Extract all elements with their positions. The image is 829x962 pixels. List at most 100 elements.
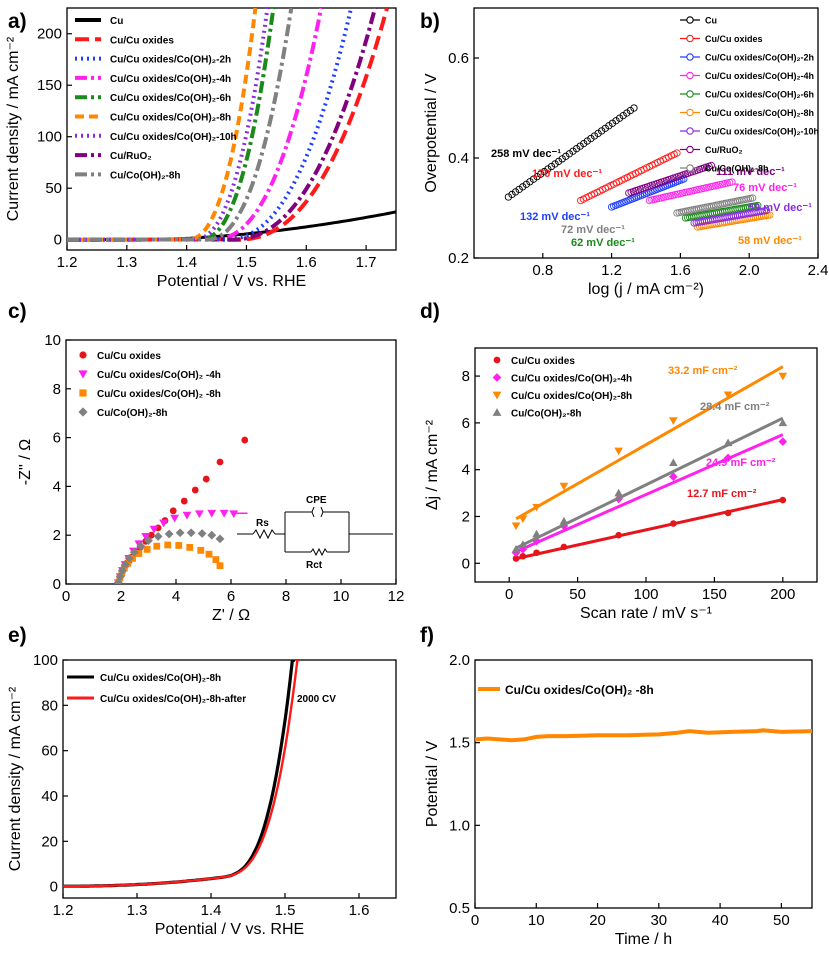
eis-point — [159, 519, 169, 528]
eis-point — [113, 578, 123, 584]
lsv-curve — [67, 8, 324, 242]
x-tick-label: 0 — [471, 912, 479, 929]
y-tick-label: 100 — [37, 129, 62, 146]
plot-frame — [62, 659, 397, 899]
legend-label: Cu/Cu oxides/Co(OH)₂-8h — [100, 673, 221, 684]
eis-point — [219, 509, 229, 518]
y-tick-label: 0 — [53, 576, 61, 593]
tafel-point — [673, 149, 681, 157]
y-tick-label: 40 — [41, 788, 58, 805]
legend-label: Cu/Co(OH)₂-8h — [511, 409, 582, 420]
y-tick-label: 6 — [53, 430, 61, 447]
eis-point — [216, 458, 224, 466]
tafel-point — [707, 161, 716, 170]
y-tick-label: 8 — [53, 381, 61, 398]
linear-fit — [515, 416, 784, 550]
y-tick-label: 0.2 — [448, 250, 469, 267]
eis-point — [182, 511, 192, 520]
eis-point — [175, 542, 183, 549]
cdl-point — [669, 472, 678, 481]
cdl-point — [560, 543, 568, 551]
tafel-slope-label: 58 mV dec⁻¹ — [738, 235, 802, 247]
cdl-point — [559, 482, 569, 491]
cdl-point — [670, 520, 677, 527]
cdl-point — [512, 555, 520, 562]
x-axis-label: Potential / V vs. RHE — [157, 273, 306, 290]
cpe-element — [311, 506, 324, 518]
cdl-point — [723, 453, 733, 463]
y-tick-label: 0 — [50, 879, 58, 896]
legend-label: Cu/Cu oxides/Co(OH)₂-4h — [705, 71, 814, 81]
y-tick-label: 4 — [53, 478, 61, 495]
legend-label: Cu/Cu oxides/Co(OH)₂-2h — [110, 55, 231, 66]
x-tick-label: 2.4 — [808, 262, 829, 279]
eis-point — [153, 532, 163, 541]
legend-label: Cu/Cu oxides/Co(OH)₂-6h — [705, 90, 814, 100]
x-tick-label: 10 — [528, 912, 545, 929]
panel-label: f) — [420, 624, 434, 647]
tafel-slope-label: 76 mV dec⁻¹ — [733, 182, 797, 194]
eis-point — [194, 510, 204, 519]
panel-a: 1.2 1.3 1.4 1.5 1.6 1.7 0 50 100 150 200 Potential … — [5, 7, 397, 290]
legend-marker — [686, 90, 694, 98]
legend-label: Cu/Cu oxides — [511, 356, 575, 367]
legend-marker — [78, 407, 88, 417]
cdl-point — [532, 529, 541, 538]
legend-label: Cu/Cu oxides/Co(OH)₂-4h — [511, 374, 632, 385]
cdl-point — [669, 417, 678, 425]
eis-point — [197, 529, 207, 538]
cpe-label: CPE — [306, 495, 327, 506]
cdl-point — [778, 418, 788, 427]
tafel-slope-label: 258 mV dec⁻¹ — [491, 148, 561, 160]
legend-marker — [79, 389, 87, 397]
x-tick-label: 0 — [62, 588, 70, 605]
legend-label: Cu/Cu oxides/Co(OH)₂-8h — [110, 113, 231, 124]
y-tick-label: 150 — [37, 77, 62, 94]
x-tick-label: 200 — [770, 586, 795, 603]
eis-point — [205, 550, 213, 558]
legend-label: Cu/Co(OH)₂-8h — [705, 164, 769, 174]
cdl-point — [533, 549, 540, 557]
eis-point — [129, 547, 139, 557]
eis-point — [169, 507, 177, 515]
legend-marker — [686, 53, 694, 61]
y-tick-label: 1.5 — [449, 735, 470, 752]
legend-label: Cu/Co(OH)₂-8h — [97, 408, 168, 419]
tafel-slope-label: 72 mV dec⁻¹ — [561, 224, 625, 236]
tafel-slope-label: 62 mV dec⁻¹ — [571, 237, 635, 249]
cdl-point — [779, 496, 787, 504]
x-tick-label: 30 — [650, 912, 667, 929]
legend-label: Cu/Cu oxides — [705, 34, 763, 44]
cdl-point — [511, 522, 521, 531]
cdl-point — [614, 447, 623, 456]
y-tick-label: 2.0 — [449, 652, 470, 669]
capacitance-label: 24.9 mF cm⁻² — [706, 457, 776, 469]
y-tick-label: 4 — [462, 462, 470, 479]
cdl-point — [615, 531, 622, 539]
capacitance-label: 12.7 mF cm⁻² — [687, 488, 757, 500]
eis-point — [215, 534, 225, 544]
x-tick-label: 1.3 — [116, 254, 137, 271]
cdl-point — [614, 488, 623, 497]
x-tick-label: 1.3 — [127, 902, 148, 919]
legend-label: Cu/Cu oxides/Co(OH)₂ -8h — [505, 683, 654, 697]
eis-point — [212, 556, 220, 563]
eis-point — [117, 566, 127, 575]
legend-marker — [78, 370, 88, 379]
x-tick-label: 8 — [282, 588, 290, 605]
rs-resistor — [252, 528, 276, 540]
y-axis-label: -Z'' / Ω — [17, 439, 34, 486]
y-axis-label: Δj / mA cm⁻² — [424, 419, 441, 510]
x-tick-label: 1.6 — [349, 902, 370, 919]
rct-label: Rct — [306, 560, 323, 571]
plot-frame — [474, 659, 813, 909]
lsv-curve — [67, 8, 294, 242]
plot-area — [63, 660, 300, 888]
y-tick-label: 6 — [462, 415, 470, 432]
tafel-slope-label: 170 mV dec⁻¹ — [532, 168, 602, 180]
x-axis-label: Z' / Ω — [212, 607, 250, 624]
plot-area — [504, 104, 774, 231]
legend-label: Cu/Cu oxides/Co(OH)₂-10h — [705, 127, 819, 137]
y-tick-label: 8 — [462, 368, 470, 385]
eis-point — [202, 475, 210, 483]
